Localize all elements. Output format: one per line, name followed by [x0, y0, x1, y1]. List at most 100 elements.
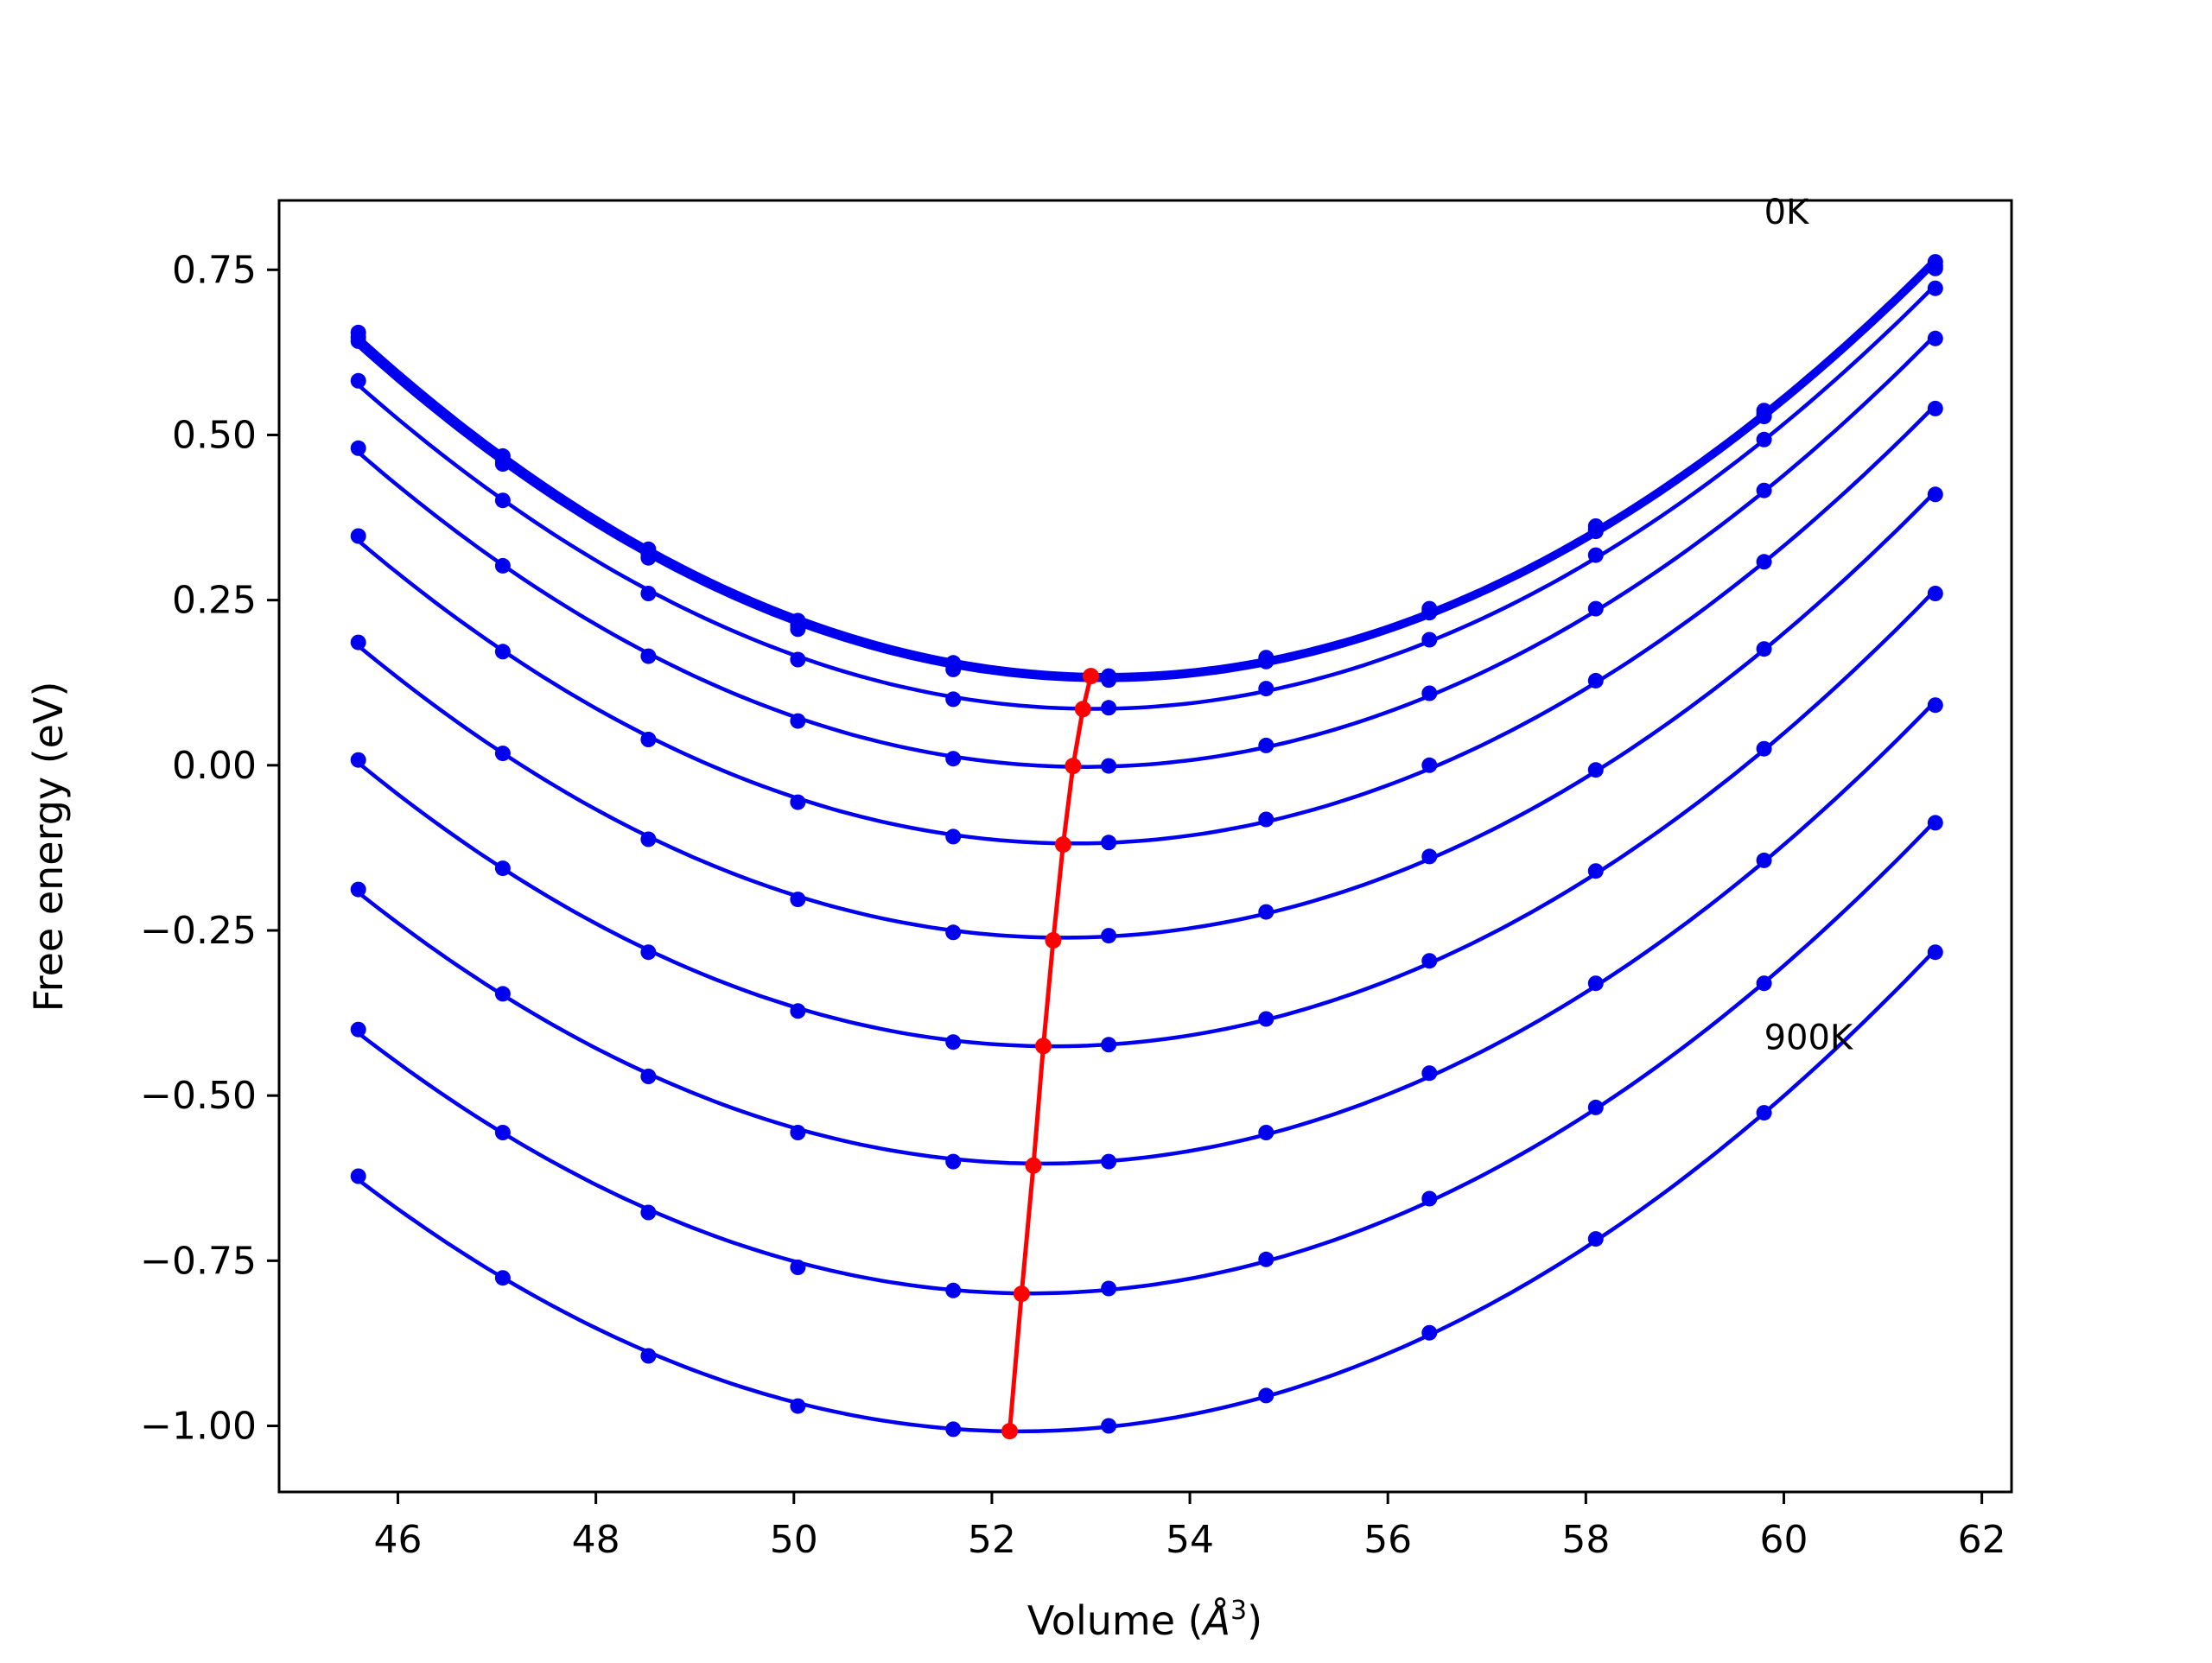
x-tick-label-6: 58 — [1561, 1518, 1610, 1562]
y-tick-label-0: 0.75 — [172, 248, 257, 292]
series-3-point-4 — [945, 691, 962, 708]
series-2-curve — [357, 262, 1937, 682]
series-6-curve — [357, 490, 1937, 940]
series-4-point-2 — [640, 648, 657, 664]
minimum-point-7 — [1013, 1285, 1030, 1303]
series-8-point-10 — [1927, 697, 1943, 714]
series-8-point-2 — [640, 1069, 657, 1084]
series-9-point-4 — [945, 1282, 962, 1298]
y-tick-label-7: −1.00 — [140, 1405, 257, 1449]
series-7-point-5 — [1101, 1037, 1117, 1053]
x-axis-label: Volume (Å3) — [1027, 1596, 1262, 1644]
minimum-point-6 — [1025, 1157, 1042, 1174]
series-9-point-5 — [1101, 1280, 1117, 1297]
series-3-point-2 — [640, 586, 657, 601]
x-axis-label-exponent: 3 — [1230, 1596, 1247, 1626]
x-axis-label-symbol: Å — [1201, 1597, 1230, 1644]
series-7-point-0 — [350, 752, 366, 768]
minimum-line — [1007, 676, 1093, 1431]
series-5-point-2 — [640, 732, 657, 747]
y-tick-label-5: −0.50 — [140, 1074, 257, 1118]
y-tick-label-6: −0.75 — [140, 1239, 257, 1283]
series-5-point-1 — [494, 644, 511, 660]
x-axis-label-text: Volume ( — [1027, 1597, 1204, 1644]
plot-frame — [277, 199, 2013, 1494]
series-6-point-7 — [1421, 848, 1438, 865]
curves-layer — [350, 254, 1943, 1438]
series-3-point-0 — [350, 372, 366, 389]
series-5-point-10 — [1927, 400, 1943, 416]
series-9-point-0 — [350, 1021, 366, 1038]
series-10-point-6 — [1258, 1387, 1274, 1404]
series-8-point-3 — [790, 1125, 806, 1140]
series-4-point-3 — [790, 713, 806, 729]
series-3-curve — [357, 283, 1937, 711]
series-6-point-6 — [1258, 904, 1274, 920]
series-6-point-4 — [945, 924, 962, 941]
minimum-point-1 — [1074, 701, 1091, 718]
series-6-point-10 — [1927, 486, 1943, 503]
series-10-point-0 — [350, 1168, 366, 1184]
series-5-curve — [357, 403, 1937, 846]
series-10-curve — [357, 948, 1937, 1434]
series-2-point-1 — [494, 456, 511, 473]
series-5-point-3 — [790, 794, 806, 810]
series-8-point-5 — [1101, 1153, 1117, 1170]
series-4-point-7 — [1421, 685, 1438, 701]
series-6-point-1 — [494, 746, 511, 762]
series-4-point-0 — [350, 440, 366, 456]
series-3-point-9 — [1756, 431, 1772, 447]
series-5-point-6 — [1258, 811, 1274, 828]
series-8-point-0 — [350, 881, 366, 898]
minimum-point-2 — [1065, 758, 1082, 775]
series-8-curve — [357, 700, 1937, 1166]
series-9-point-2 — [640, 1204, 657, 1221]
series-3-point-7 — [1421, 632, 1438, 648]
series-3-point-10 — [1927, 280, 1943, 296]
series-3-point-6 — [1258, 681, 1274, 697]
series-6-point-2 — [640, 831, 657, 847]
minimum-layer — [1001, 668, 1099, 1440]
series-8-point-8 — [1587, 975, 1604, 992]
x-tick-label-0: 46 — [373, 1518, 422, 1562]
series-5-point-5 — [1101, 835, 1117, 851]
series-7-point-3 — [790, 1003, 806, 1019]
minimum-point-8 — [1001, 1423, 1018, 1440]
y-axis-label: Free energy (eV) — [25, 682, 72, 1012]
series-7-point-8 — [1587, 863, 1604, 879]
series-3-point-5 — [1101, 700, 1117, 716]
series-2-point-5 — [1101, 672, 1117, 689]
series-0-curve — [357, 256, 1937, 677]
x-tick-label-3: 52 — [968, 1518, 1016, 1562]
x-tick-label-2: 50 — [770, 1518, 818, 1562]
series-8-point-4 — [945, 1153, 962, 1170]
series-7-point-9 — [1756, 740, 1772, 757]
series-2-point-6 — [1258, 653, 1274, 670]
series-7-point-6 — [1258, 1011, 1274, 1027]
series-4-point-5 — [1101, 758, 1117, 774]
y-axis-ticks: 0.75 0.50 0.25 0.00 −0.25 −0.50 −0.75 −1.00 — [140, 248, 279, 1449]
series-9-curve — [357, 819, 1937, 1296]
series-4-point-4 — [945, 751, 962, 767]
series-4-point-1 — [494, 557, 511, 574]
x-tick-label-7: 60 — [1759, 1518, 1808, 1562]
y-tick-label-1: 0.50 — [172, 413, 257, 457]
minimum-point-3 — [1054, 836, 1071, 854]
y-tick-label-3: 0.00 — [172, 744, 257, 788]
series-8-point-7 — [1421, 1065, 1438, 1082]
x-tick-label-1: 48 — [572, 1518, 620, 1562]
series-3-point-3 — [790, 651, 806, 668]
x-tick-label-4: 54 — [1166, 1518, 1214, 1562]
series-2-point-0 — [350, 333, 366, 349]
series-10-point-5 — [1101, 1418, 1117, 1434]
series-2-point-8 — [1587, 524, 1604, 540]
series-10-point-8 — [1587, 1231, 1604, 1247]
series-7-point-4 — [945, 1034, 962, 1050]
series-8-point-6 — [1258, 1125, 1274, 1140]
minimum-point-4 — [1045, 932, 1062, 949]
x-tick-label-8: 62 — [1958, 1518, 2006, 1562]
series-10-point-1 — [494, 1270, 511, 1286]
annotation-0: 0K — [1764, 193, 1810, 232]
